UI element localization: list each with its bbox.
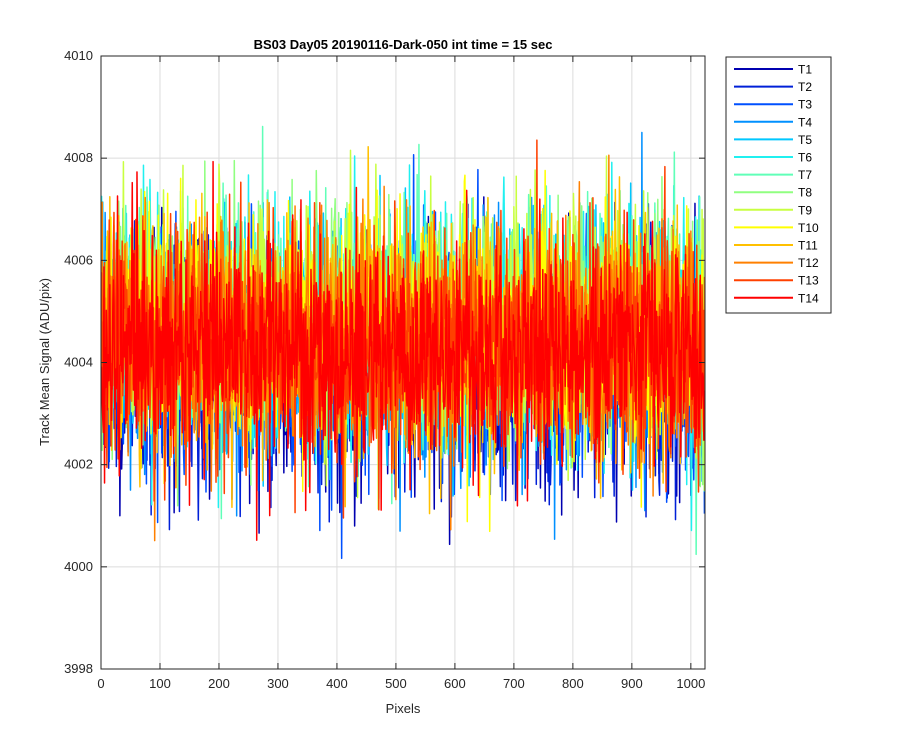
x-tick-label: 100 bbox=[149, 676, 171, 691]
y-tick-label: 4004 bbox=[64, 355, 93, 370]
x-axis-label: Pixels bbox=[386, 701, 421, 716]
x-tick-label: 800 bbox=[562, 676, 584, 691]
legend-label-t9: T9 bbox=[798, 203, 812, 217]
plot-area: 0 100 200 300 400 500 600 700 800 900 1000 3998 4000… bbox=[64, 48, 706, 691]
legend-label-t13: T13 bbox=[798, 274, 819, 288]
legend-label-t10: T10 bbox=[798, 221, 819, 235]
x-tick-label: 1000 bbox=[676, 676, 705, 691]
legend-label-t6: T6 bbox=[798, 151, 812, 165]
legend-label-t3: T3 bbox=[798, 98, 812, 112]
x-tick-label: 600 bbox=[444, 676, 466, 691]
y-tick-label: 4002 bbox=[64, 457, 93, 472]
y-axis-label: Track Mean Signal (ADU/pix) bbox=[37, 278, 52, 446]
axis-ticks bbox=[100, 55, 705, 670]
x-tick-label: 700 bbox=[503, 676, 525, 691]
legend-label-t11: T11 bbox=[798, 239, 818, 253]
legend-label-t14: T14 bbox=[798, 291, 819, 305]
x-tick-label: 0 bbox=[97, 676, 104, 691]
legend: T1 T2 T3 T4 T5 T6 T7 T8 T9 T10 T11 T12 T13 T14 bbox=[725, 56, 832, 314]
legend-label-t5: T5 bbox=[798, 133, 812, 147]
legend-label-t1: T1 bbox=[798, 63, 812, 77]
y-tick-label: 4008 bbox=[64, 150, 93, 165]
legend-label-t12: T12 bbox=[798, 256, 819, 270]
legend-label-t7: T7 bbox=[798, 168, 812, 182]
y-tick-label: 4006 bbox=[64, 252, 93, 267]
tick-labels: 0 100 200 300 400 500 600 700 800 900 1000 3998 4000… bbox=[64, 48, 705, 691]
legend-label-t4: T4 bbox=[798, 115, 812, 129]
y-tick-label: 4010 bbox=[64, 48, 93, 63]
x-tick-label: 400 bbox=[326, 676, 348, 691]
chart-title: BS03 Day05 20190116-Dark-050 int time = … bbox=[254, 37, 553, 52]
series-line-t14 bbox=[101, 160, 705, 542]
x-tick-label: 300 bbox=[267, 676, 289, 691]
legend-label-t8: T8 bbox=[798, 186, 812, 200]
y-tick-label: 4000 bbox=[64, 559, 93, 574]
x-tick-label: 200 bbox=[208, 676, 230, 691]
y-tick-label: 3998 bbox=[64, 661, 93, 676]
x-tick-label: 900 bbox=[621, 676, 643, 691]
legend-box bbox=[725, 56, 832, 314]
legend-label-t2: T2 bbox=[798, 80, 812, 94]
x-tick-label: 500 bbox=[385, 676, 407, 691]
series-layer bbox=[101, 125, 705, 560]
